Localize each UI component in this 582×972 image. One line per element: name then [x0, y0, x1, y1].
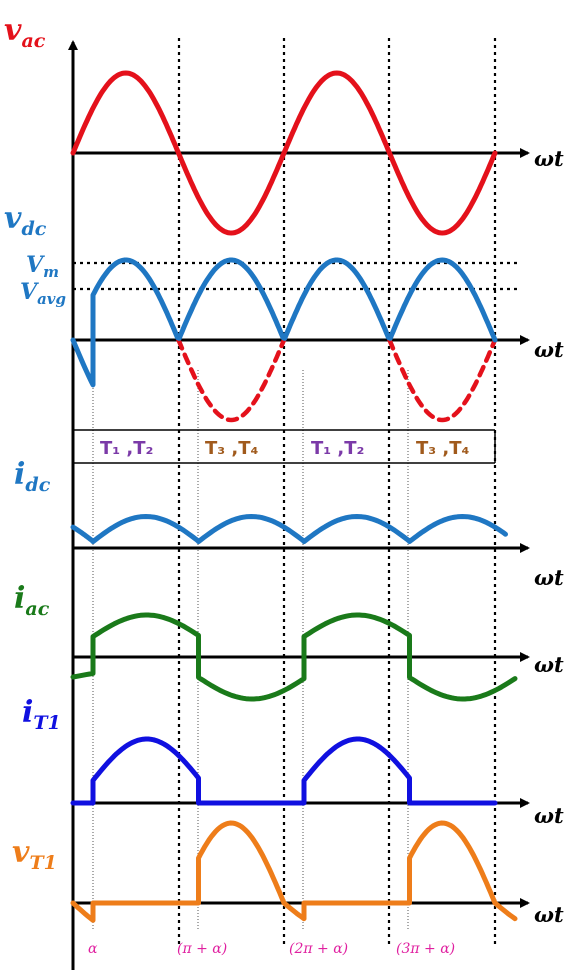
conduction-band — [73, 429, 496, 464]
angle-label-3pi-alpha: (3π + α) — [396, 941, 455, 957]
conduction-label-4: T₃ ,T₄ — [416, 438, 470, 459]
conduction-label-1: T₁ ,T₂ — [100, 438, 153, 459]
period-markers — [177, 38, 497, 945]
conduction-label-3: T₁ ,T₂ — [311, 438, 364, 459]
x-axis-label-vac: ωt — [534, 146, 564, 171]
label-vac: vac — [4, 13, 46, 52]
angle-label-2pi-alpha: (2π + α) — [289, 941, 348, 957]
idc-waveform — [70, 514, 508, 545]
conduction-label-2: T₃ ,T₄ — [205, 438, 259, 459]
angle-label-alpha: α — [88, 941, 98, 957]
vdc-waveform — [70, 257, 498, 388]
label-vdc: vdc — [4, 201, 47, 240]
x-axis-label-vT1: ωt — [534, 902, 564, 927]
label-vT1: vT1 — [12, 835, 57, 874]
x-axis-label-vdc: ωt — [534, 337, 564, 362]
angle-label-pi-alpha: (π + α) — [177, 941, 227, 957]
iac-waveform — [70, 612, 518, 702]
vdc-negative-envelope — [176, 337, 498, 423]
x-axis-label-iac: ωt — [534, 652, 564, 677]
label-idc: idc — [14, 457, 51, 496]
label-iac: iac — [14, 581, 50, 620]
label-vavg: Vavg — [20, 279, 66, 308]
x-axis-label-idc: ωt — [534, 565, 564, 590]
label-iT1: iT1 — [22, 695, 61, 734]
vac-waveform — [70, 70, 498, 236]
vT1-waveform — [70, 820, 518, 923]
iT1-waveform — [70, 736, 498, 806]
label-vm: Vm — [26, 252, 59, 281]
x-axis-label-iT1: ωt — [534, 803, 564, 828]
